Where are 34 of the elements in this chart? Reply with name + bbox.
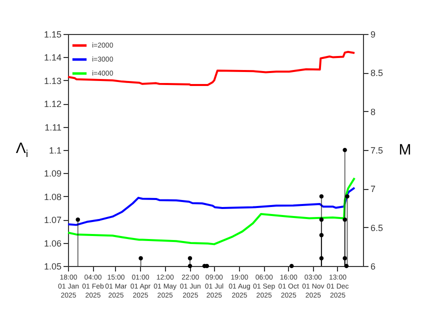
y-axis-title: Λ$_{i}$ <box>16 140 28 160</box>
line-series <box>67 186 356 226</box>
point <box>342 256 347 260</box>
y2-tick-label: 8 <box>370 106 376 117</box>
y-tick-label: 1.06 <box>44 238 62 248</box>
point <box>342 148 347 152</box>
y2-tick-label: 6.5 <box>370 222 384 233</box>
y2-tick-label: 6 <box>370 262 376 272</box>
y-tick-label: 1.07 <box>44 215 62 226</box>
y-tick-label: 1.09 <box>44 168 62 179</box>
y-tick-label: 1.13 <box>44 76 62 86</box>
y2-tick-label: 7.5 <box>370 146 384 156</box>
point <box>138 256 143 260</box>
y2-tick-label: 7 <box>370 184 376 194</box>
y2-tick-label: 9 <box>370 30 376 40</box>
line-series <box>67 50 356 86</box>
y-tick-label: 1.12 <box>44 99 62 110</box>
point <box>319 232 324 238</box>
y-tick-label: 1.1 <box>48 146 62 156</box>
point <box>76 217 80 222</box>
y-tick-label: 1.14 <box>44 52 62 63</box>
point <box>188 256 192 260</box>
line-series <box>67 177 356 246</box>
y2-axis-title: M <box>398 142 412 158</box>
y-tick-label: 1.11 <box>44 122 62 132</box>
y2-tick-label: 8.5 <box>370 68 384 78</box>
point <box>319 194 324 199</box>
y-tick-label: 1.08 <box>44 192 62 202</box>
point <box>319 217 324 222</box>
point <box>345 194 350 199</box>
y-tick-label: 1.05 <box>44 262 62 272</box>
point <box>342 217 347 222</box>
y-tick-label: 1.15 <box>44 30 62 40</box>
point <box>319 256 324 260</box>
